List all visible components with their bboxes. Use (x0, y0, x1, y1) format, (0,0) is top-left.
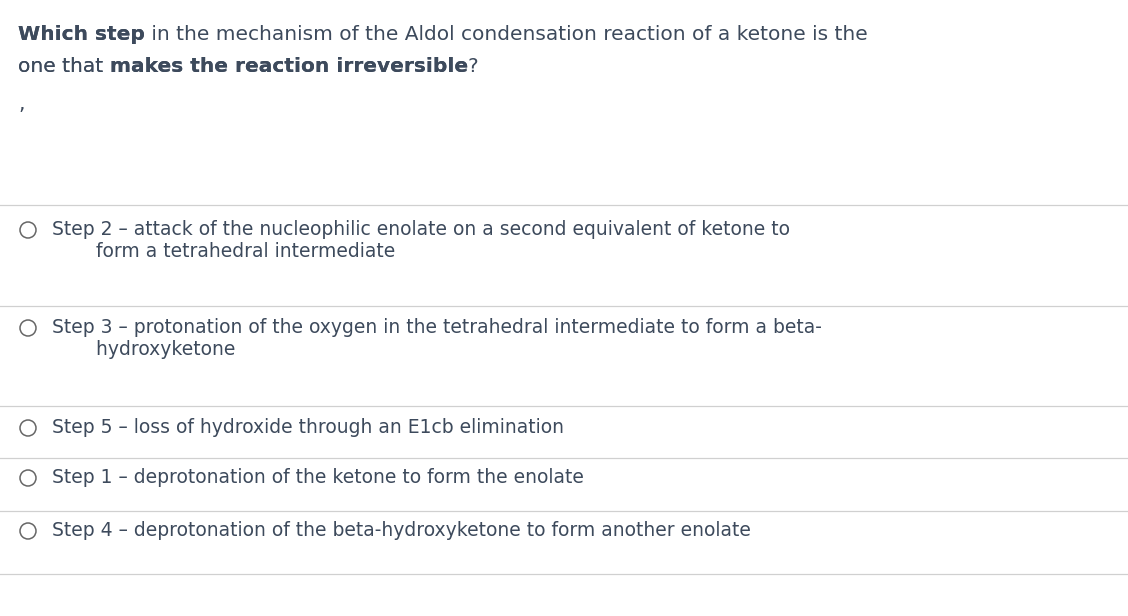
Text: in the mechanism of the Aldol condensation reaction of a ketone is the: in the mechanism of the Aldol condensati… (144, 25, 867, 44)
Text: form a tetrahedral intermediate: form a tetrahedral intermediate (72, 242, 395, 261)
Text: Step 2 – attack of the nucleophilic enolate on a second equivalent of ketone to: Step 2 – attack of the nucleophilic enol… (52, 220, 790, 239)
Text: Step 4 – deprotonation of the beta-hydroxyketone to form another enolate: Step 4 – deprotonation of the beta-hydro… (52, 521, 751, 540)
Text: makes the reaction irreversible: makes the reaction irreversible (109, 57, 468, 76)
Text: ,: , (18, 95, 25, 114)
Text: hydroxyketone: hydroxyketone (72, 340, 236, 359)
Text: Which step: Which step (18, 25, 144, 44)
Text: ?: ? (468, 57, 478, 76)
Text: one that: one that (18, 57, 109, 76)
Text: Step 3 – protonation of the oxygen in the tetrahedral intermediate to form a bet: Step 3 – protonation of the oxygen in th… (52, 318, 822, 337)
Text: Step 5 – loss of hydroxide through an E1cb elimination: Step 5 – loss of hydroxide through an E1… (52, 418, 564, 437)
Text: Which step: Which step (18, 25, 144, 44)
Text: one that: one that (18, 57, 109, 76)
Text: Step 1 – deprotonation of the ketone to form the enolate: Step 1 – deprotonation of the ketone to … (52, 468, 584, 487)
Text: makes the reaction irreversible: makes the reaction irreversible (109, 57, 468, 76)
